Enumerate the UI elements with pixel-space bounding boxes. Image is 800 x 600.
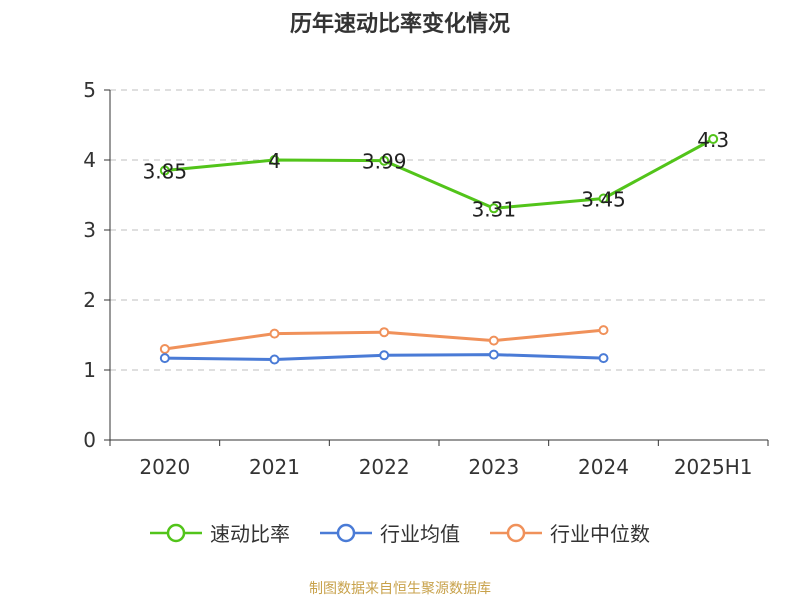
legend-item-series-1[interactable]: 行业均值 [320,518,460,547]
data-point [269,354,280,365]
data-point [379,350,390,361]
data-point [598,353,609,364]
data-label: 4.3 [697,128,729,152]
x-tick-label: 2025H1 [674,455,753,479]
data-point [379,155,390,166]
y-tick-label: 3 [83,218,96,242]
chart-title: 历年速动比率变化情况 [289,12,510,37]
y-tick-label: 0 [83,428,96,452]
axes: 0 1 2 3 4 5 2020 2021 2022 2023 2024 2025H1 [83,78,769,479]
x-tick-label: 2021 [249,455,300,479]
legend-label: 行业中位数 [550,522,650,546]
y-tick-label: 4 [83,148,96,172]
data-point [159,165,170,176]
data-label: 3.99 [362,150,407,174]
x-tick-label: 2022 [359,455,410,479]
y-tick-label: 5 [83,78,96,102]
data-point [598,193,609,204]
legend-item-series-0[interactable]: 速动比率 [150,518,290,547]
data-point [159,344,170,354]
legend-label: 速动比率 [210,522,290,546]
source-note: 制图数据来自恒生聚源数据库 [309,581,491,597]
legend: 速动比率 行业均值 行业中位数 [0,518,800,547]
legend-swatch-icon [320,523,372,542]
data-label: 3.45 [581,188,626,212]
y-tick-label: 2 [83,288,96,312]
x-tick-label: 2023 [468,455,519,479]
series-lines [159,134,719,365]
grid-lines [110,89,768,371]
data-point [708,134,719,144]
data-point [269,328,280,339]
legend-swatch-icon [150,523,202,542]
data-point [488,335,499,346]
data-label: 3.85 [143,160,188,184]
data-label: 4 [268,149,281,173]
legend-label: 行业均值 [380,522,460,546]
series-line-0 [164,137,714,210]
data-point [488,349,499,360]
data-labels: 3.85 4 3.99 3.31 3.45 4.3 [143,128,730,221]
y-tick-label: 1 [83,358,96,382]
data-point [269,155,280,165]
legend-item-series-2[interactable]: 行业中位数 [490,518,650,547]
data-point [488,203,499,214]
x-tick-label: 2024 [578,455,629,479]
legend-swatch-icon [490,523,542,542]
x-tick-label: 2020 [139,455,190,479]
data-point [598,325,609,336]
data-point [379,327,390,338]
data-label: 3.31 [472,197,517,221]
data-point [159,353,170,364]
